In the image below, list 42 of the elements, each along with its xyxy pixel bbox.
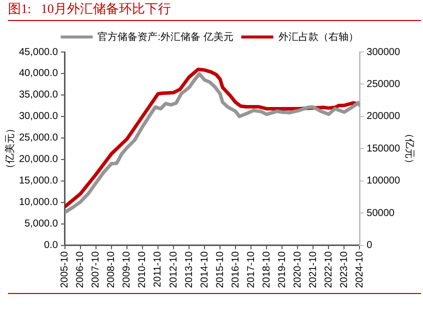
x-tick-label: 2005-10 bbox=[60, 250, 71, 288]
y-tick-label: 30,000.0 bbox=[18, 111, 58, 122]
legend-label: 外汇占款（右轴） bbox=[278, 30, 358, 43]
x-tick-label: 2024-10 bbox=[354, 250, 366, 288]
y-tick-label: 5,000.0 bbox=[24, 218, 58, 230]
y2-tick-label: 150000 bbox=[366, 143, 400, 154]
x-tick-label: 2011-10 bbox=[152, 250, 164, 288]
x-tick-label: 2006-10 bbox=[75, 250, 86, 288]
y2-tick-label: 250000 bbox=[366, 78, 400, 90]
x-tick-label: 2016-10 bbox=[230, 250, 242, 288]
x-tick-label: 2008-10 bbox=[106, 250, 118, 288]
y2-tick-label: 100000 bbox=[366, 176, 400, 187]
x-tick-label: 2017-10 bbox=[246, 250, 257, 288]
x-tick-label: 2019-10 bbox=[276, 250, 288, 288]
x-tick-label: 2015-10 bbox=[214, 250, 226, 288]
y2-tick-label: 300000 bbox=[366, 46, 400, 58]
y-tick-label: 20,000.0 bbox=[18, 154, 58, 166]
x-tick-label: 2010-10 bbox=[137, 250, 148, 288]
y-tick-label: 25,000.0 bbox=[18, 132, 58, 144]
x-tick-label: 2023-10 bbox=[338, 250, 350, 288]
y-tick-label: 15,000.0 bbox=[18, 176, 58, 187]
x-tick-label: 2009-10 bbox=[122, 250, 133, 288]
y2-tick-label: 200000 bbox=[366, 111, 400, 122]
y-tick-label: 0.0 bbox=[44, 240, 58, 252]
y2-axis-title: （亿元） bbox=[403, 128, 414, 169]
legend-label: 官方储备资产:外汇储备 亿美元 bbox=[98, 30, 234, 43]
chart-title: 图1: 10月外汇储备环比下行 bbox=[8, 0, 421, 21]
y2-tick-label: 50000 bbox=[366, 208, 395, 219]
x-tick-label: 2018-10 bbox=[261, 250, 272, 288]
y-tick-label: 45,000.0 bbox=[18, 46, 58, 58]
x-tick-label: 2012-10 bbox=[168, 250, 180, 288]
y-axis-title: （亿美元） bbox=[4, 124, 16, 174]
y-tick-label: 10,000.0 bbox=[18, 197, 58, 208]
x-tick-label: 2013-10 bbox=[184, 250, 195, 288]
x-tick-label: 2022-10 bbox=[323, 250, 334, 288]
x-tick-label: 2014-10 bbox=[199, 250, 210, 288]
x-tick-label: 2021-10 bbox=[308, 250, 319, 288]
x-tick-label: 2007-10 bbox=[90, 250, 102, 288]
x-tick-label: 2020-10 bbox=[292, 250, 304, 288]
y-tick-label: 35,000.0 bbox=[18, 90, 58, 101]
y-tick-label: 40,000.0 bbox=[18, 68, 58, 80]
y2-tick-label: 0 bbox=[366, 240, 373, 252]
